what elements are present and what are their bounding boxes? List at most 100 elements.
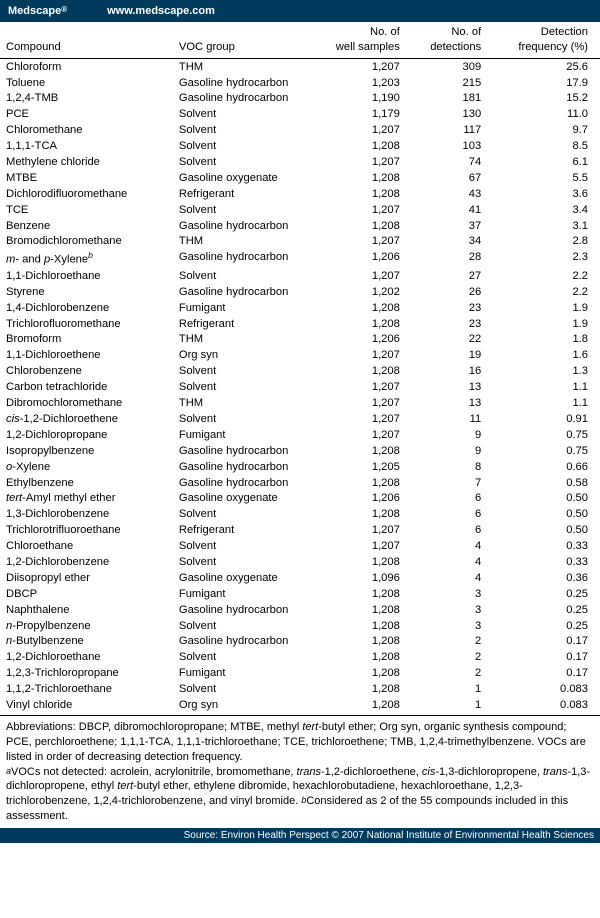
table-row: 1,2-DichloropropaneFumigant1,20790.75 — [0, 427, 600, 443]
cell-wells: 1,207 — [320, 123, 412, 139]
cell-compound: Methylene chloride — [0, 155, 173, 171]
cell-detections: 2 — [412, 634, 493, 650]
cell-wells: 1,207 — [320, 202, 412, 218]
table-row: ChlorobenzeneSolvent1,208161.3 — [0, 364, 600, 380]
cell-compound: Bromodichloromethane — [0, 234, 173, 250]
cell-group: Org syn — [173, 698, 320, 716]
cell-detections: 23 — [412, 300, 493, 316]
table-row: m- and p-XylenebGasoline hydrocarbon1,20… — [0, 250, 600, 269]
cell-compound: Benzene — [0, 218, 173, 234]
table-row: 1,4-DichlorobenzeneFumigant1,208231.9 — [0, 300, 600, 316]
cell-frequency: 0.50 — [493, 523, 600, 539]
table-row: o-XyleneGasoline hydrocarbon1,20580.66 — [0, 459, 600, 475]
cell-wells: 1,208 — [320, 139, 412, 155]
cell-frequency: 0.58 — [493, 475, 600, 491]
cell-wells: 1,208 — [320, 634, 412, 650]
cell-group: THM — [173, 59, 320, 75]
cell-frequency: 0.75 — [493, 443, 600, 459]
cell-compound: TCE — [0, 202, 173, 218]
cell-group: Solvent — [173, 682, 320, 698]
table-row: Diisopropyl etherGasoline oxygenate1,096… — [0, 570, 600, 586]
table-row: 1,1,1-TCASolvent1,2081038.5 — [0, 139, 600, 155]
table-row: TolueneGasoline hydrocarbon1,20321517.9 — [0, 75, 600, 91]
cell-detections: 41 — [412, 202, 493, 218]
cell-compound: 1,1-Dichloroethane — [0, 269, 173, 285]
cell-group: Gasoline oxygenate — [173, 170, 320, 186]
cell-compound: n-Propylbenzene — [0, 618, 173, 634]
cell-detections: 22 — [412, 332, 493, 348]
table-row: NaphthaleneGasoline hydrocarbon1,20830.2… — [0, 602, 600, 618]
cell-frequency: 0.083 — [493, 682, 600, 698]
cell-compound: m- and p-Xyleneb — [0, 250, 173, 269]
cell-detections: 3 — [412, 618, 493, 634]
cell-detections: 181 — [412, 91, 493, 107]
cell-compound: Styrene — [0, 284, 173, 300]
footnote-abbrev: Abbreviations: DBCP, dibromochloropropan… — [6, 720, 594, 765]
cell-group: Solvent — [173, 155, 320, 171]
cell-frequency: 2.8 — [493, 234, 600, 250]
cell-wells: 1,207 — [320, 155, 412, 171]
cell-group: Gasoline hydrocarbon — [173, 91, 320, 107]
cell-detections: 4 — [412, 539, 493, 555]
cell-group: Solvent — [173, 139, 320, 155]
cell-detections: 4 — [412, 570, 493, 586]
footnotes: Abbreviations: DBCP, dibromochloropropan… — [0, 716, 600, 828]
cell-compound: 1,3-Dichlorobenzene — [0, 507, 173, 523]
table-row: EthylbenzeneGasoline hydrocarbon1,20870.… — [0, 475, 600, 491]
cell-frequency: 0.17 — [493, 634, 600, 650]
cell-detections: 16 — [412, 364, 493, 380]
table-row: 1,2,3-TrichloropropaneFumigant1,20820.17 — [0, 666, 600, 682]
cell-frequency: 1.3 — [493, 364, 600, 380]
cell-group: Solvent — [173, 269, 320, 285]
cell-group: Gasoline hydrocarbon — [173, 443, 320, 459]
cell-wells: 1,206 — [320, 250, 412, 269]
cell-group: Gasoline hydrocarbon — [173, 602, 320, 618]
cell-frequency: 0.17 — [493, 650, 600, 666]
cell-group: Solvent — [173, 364, 320, 380]
cell-frequency: 1.9 — [493, 316, 600, 332]
cell-frequency: 0.083 — [493, 698, 600, 716]
cell-wells: 1,208 — [320, 300, 412, 316]
cell-detections: 23 — [412, 316, 493, 332]
cell-frequency: 1.9 — [493, 300, 600, 316]
cell-detections: 130 — [412, 107, 493, 123]
cell-detections: 28 — [412, 250, 493, 269]
table-row: BromodichloromethaneTHM1,207342.8 — [0, 234, 600, 250]
cell-group: Fumigant — [173, 427, 320, 443]
cell-wells: 1,202 — [320, 284, 412, 300]
cell-frequency: 5.5 — [493, 170, 600, 186]
cell-group: Fumigant — [173, 300, 320, 316]
cell-frequency: 2.2 — [493, 284, 600, 300]
cell-wells: 1,208 — [320, 475, 412, 491]
cell-wells: 1,190 — [320, 91, 412, 107]
cell-group: Fumigant — [173, 666, 320, 682]
cell-detections: 6 — [412, 523, 493, 539]
cell-frequency: 15.2 — [493, 91, 600, 107]
table-row: 1,2,4-TMBGasoline hydrocarbon1,19018115.… — [0, 91, 600, 107]
cell-compound: 1,2-Dichloropropane — [0, 427, 173, 443]
cell-frequency: 2.2 — [493, 269, 600, 285]
cell-detections: 67 — [412, 170, 493, 186]
cell-compound: Chloroethane — [0, 539, 173, 555]
cell-frequency: 0.50 — [493, 507, 600, 523]
cell-compound: Ethylbenzene — [0, 475, 173, 491]
cell-frequency: 0.36 — [493, 570, 600, 586]
table-row: Vinyl chlorideOrg syn1,20810.083 — [0, 698, 600, 716]
brand-logo: Medscape® — [8, 5, 67, 17]
cell-frequency: 11.0 — [493, 107, 600, 123]
cell-frequency: 0.25 — [493, 618, 600, 634]
cell-frequency: 3.4 — [493, 202, 600, 218]
cell-detections: 9 — [412, 427, 493, 443]
cell-wells: 1,207 — [320, 412, 412, 428]
cell-wells: 1,208 — [320, 316, 412, 332]
header-frequency: Detectionfrequency (%) — [493, 22, 600, 59]
cell-detections: 1 — [412, 682, 493, 698]
cell-group: Solvent — [173, 555, 320, 571]
cell-detections: 26 — [412, 284, 493, 300]
cell-detections: 7 — [412, 475, 493, 491]
cell-compound: Chloromethane — [0, 123, 173, 139]
cell-group: THM — [173, 332, 320, 348]
cell-frequency: 17.9 — [493, 75, 600, 91]
table-row: TrichlorotrifluoroethaneRefrigerant1,207… — [0, 523, 600, 539]
cell-frequency: 1.1 — [493, 380, 600, 396]
